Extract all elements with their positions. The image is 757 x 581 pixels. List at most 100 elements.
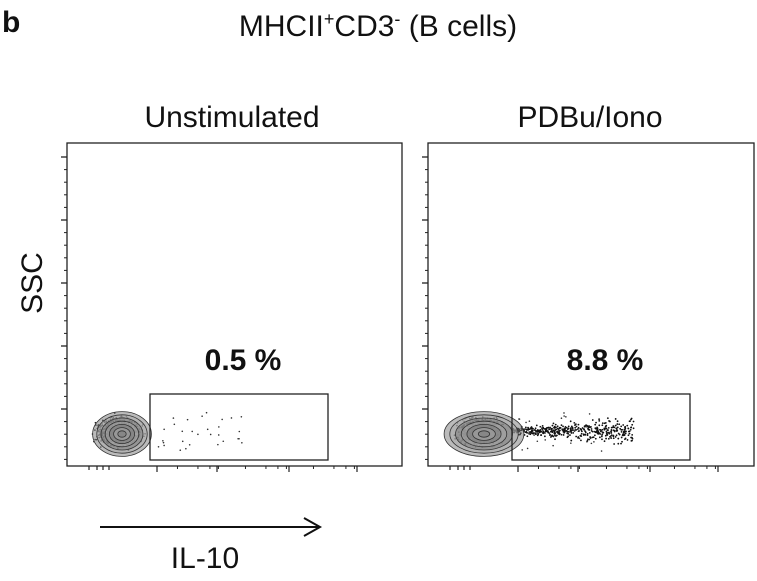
event-dot xyxy=(613,429,616,432)
event-dot xyxy=(525,421,527,424)
event-dot xyxy=(618,423,621,426)
event-dot xyxy=(607,437,610,440)
event-dot xyxy=(542,431,544,434)
event-dot xyxy=(626,439,629,441)
event-dot xyxy=(607,429,609,431)
event-dot xyxy=(577,426,580,429)
event-dot xyxy=(566,436,569,439)
event-dot xyxy=(531,431,533,434)
event-dot xyxy=(603,427,606,430)
event-dot xyxy=(569,434,571,436)
event-dot xyxy=(593,434,596,437)
event-dot xyxy=(586,432,589,435)
gate xyxy=(149,393,329,461)
event-dot xyxy=(545,428,548,431)
event-dot xyxy=(628,430,631,433)
title-part: MHCII xyxy=(239,10,324,43)
event-dot xyxy=(623,431,626,434)
event-dot xyxy=(608,420,610,422)
event-dot xyxy=(604,427,607,430)
event-dot xyxy=(620,429,623,431)
event-dot xyxy=(572,429,574,432)
event-dot xyxy=(535,424,538,427)
event-dot xyxy=(577,423,580,426)
event-dot xyxy=(559,426,562,429)
event-dot xyxy=(590,442,593,445)
event-dot xyxy=(593,441,595,443)
event-dot xyxy=(595,421,597,424)
event-dot xyxy=(631,423,634,426)
event-dot xyxy=(558,433,561,436)
event-dot xyxy=(580,439,582,442)
event-dot xyxy=(201,415,203,417)
event-dot xyxy=(532,432,535,434)
event-dot xyxy=(565,416,567,418)
event-dot xyxy=(551,427,553,430)
plot-frame xyxy=(427,142,755,467)
event-dot xyxy=(588,431,591,434)
event-dot xyxy=(528,432,530,435)
event-dot xyxy=(560,433,563,436)
event-dot xyxy=(606,417,609,420)
event-dot xyxy=(526,447,529,450)
event-dot xyxy=(608,432,611,435)
event-dot xyxy=(591,436,594,439)
event-dot xyxy=(627,427,630,430)
event-dot xyxy=(589,426,591,429)
event-dot xyxy=(624,432,627,435)
plots: 0.5 % 8.8 % xyxy=(61,142,755,472)
event-dot xyxy=(623,428,626,431)
event-dot xyxy=(557,427,559,430)
event-dot xyxy=(585,424,587,426)
event-dot xyxy=(603,440,606,443)
event-dot xyxy=(564,426,567,428)
event-dot xyxy=(616,420,619,423)
event-dot xyxy=(587,427,589,430)
event-dot xyxy=(621,440,623,443)
event-dot xyxy=(185,447,187,450)
event-dot xyxy=(541,428,544,431)
event-dot xyxy=(596,428,599,431)
event-dot xyxy=(563,427,566,430)
event-dot xyxy=(601,424,604,427)
event-dot xyxy=(604,421,607,424)
event-dot xyxy=(162,441,165,444)
event-dot xyxy=(582,428,585,430)
event-dot xyxy=(620,430,623,433)
event-dot xyxy=(552,444,554,447)
event-dot xyxy=(612,437,615,440)
event-dot xyxy=(598,424,601,427)
event-dot xyxy=(551,424,554,427)
contour xyxy=(477,430,491,438)
event-dot xyxy=(540,427,543,430)
event-dot xyxy=(567,427,570,430)
event-dot xyxy=(631,433,634,436)
event-dot xyxy=(589,436,592,439)
event-dot xyxy=(577,430,580,432)
event-dot xyxy=(534,427,537,430)
event-dot xyxy=(546,426,548,429)
gate-label: 8.8 % xyxy=(567,344,644,377)
x-arrow-head xyxy=(303,517,323,537)
event-dot xyxy=(548,428,551,431)
event-dot xyxy=(540,430,543,433)
event-dot xyxy=(605,430,608,433)
event-dot xyxy=(626,424,629,427)
event-dot xyxy=(222,440,225,443)
event-dot xyxy=(573,421,576,424)
panel-label: b xyxy=(2,6,20,39)
event-dot xyxy=(209,433,212,436)
title-sup: - xyxy=(394,9,400,29)
event-dot xyxy=(615,427,618,430)
event-dot xyxy=(586,425,589,428)
event-dot xyxy=(630,426,633,429)
event-dot xyxy=(631,439,633,442)
event-dot xyxy=(609,436,611,438)
event-dot xyxy=(530,430,533,433)
event-dot xyxy=(549,433,551,436)
event-dot xyxy=(536,440,539,443)
event-dot xyxy=(581,427,584,429)
event-dot xyxy=(550,430,553,433)
event-dot xyxy=(574,424,576,426)
